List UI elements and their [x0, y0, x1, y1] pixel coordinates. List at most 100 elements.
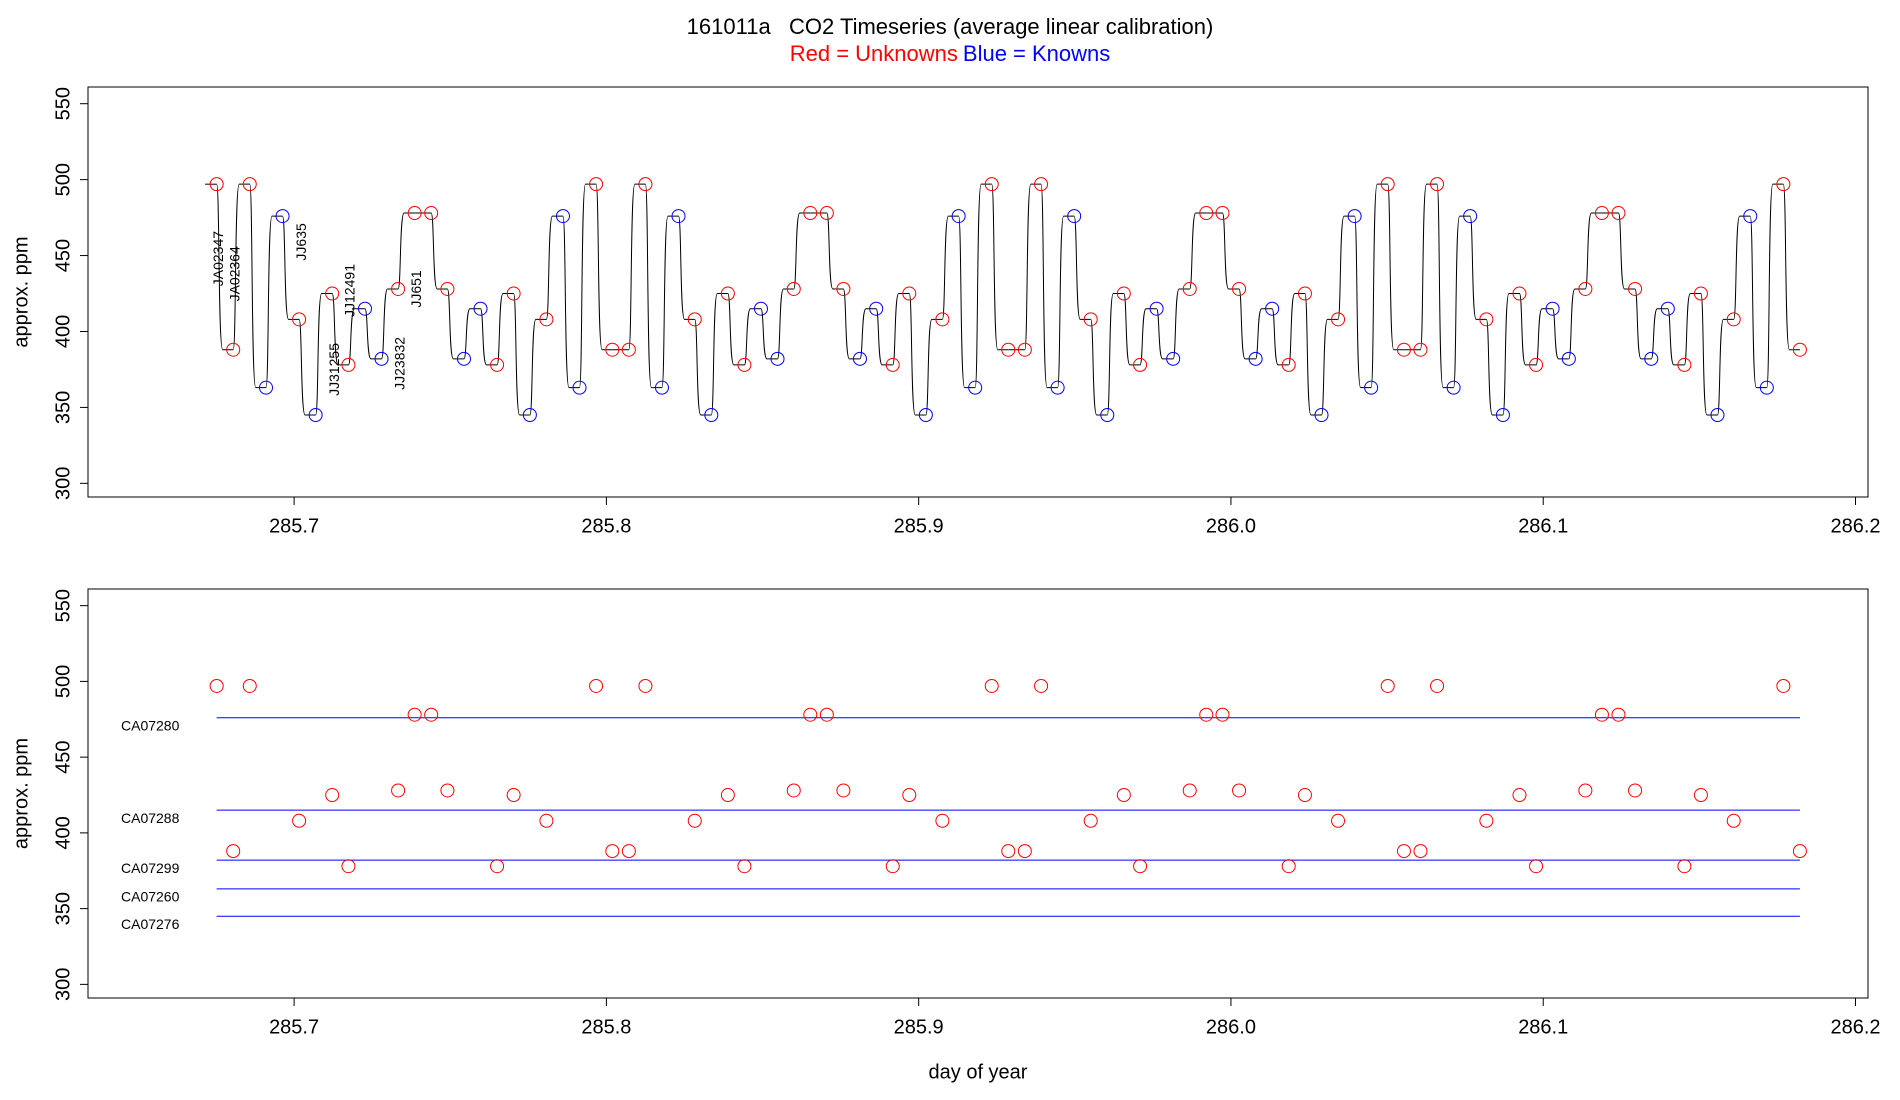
- y-tick-label: 350: [52, 391, 74, 424]
- trace-segment: [331, 293, 349, 366]
- data-point: [1083, 312, 1098, 327]
- data-point: [325, 286, 340, 301]
- x-tick-label: 286.0: [1206, 1016, 1256, 1038]
- data-point: [1182, 783, 1197, 798]
- data-point: [1297, 788, 1312, 803]
- trace-segment: [446, 288, 464, 360]
- trace-segment: [529, 318, 547, 416]
- annotation: JJ31255: [326, 343, 342, 396]
- trace-segment: [216, 183, 234, 351]
- trace-segment: [1090, 318, 1108, 416]
- data-point: [1594, 206, 1609, 221]
- data-point: [671, 209, 686, 224]
- data-point: [654, 380, 669, 395]
- x-tick-label: 285.9: [894, 515, 944, 537]
- trace-segment: [463, 308, 481, 360]
- data-point: [704, 408, 719, 422]
- plot-box: [87, 588, 1869, 999]
- reference-label: CA07276: [121, 916, 180, 932]
- data-point: [1710, 408, 1725, 422]
- trace-segment: [1073, 215, 1091, 320]
- data-point: [391, 783, 406, 798]
- y-tick-label: 450: [52, 239, 74, 272]
- x-tick-label: 285.9: [894, 1016, 944, 1038]
- data-point: [226, 844, 241, 859]
- data-point: [1331, 312, 1346, 327]
- data-point: [984, 678, 999, 693]
- x-tick-label: 285.8: [581, 515, 631, 537]
- x-tick-label: 286.2: [1830, 1016, 1880, 1038]
- data-point: [1364, 380, 1379, 395]
- data-point: [935, 312, 950, 327]
- trace-segment: [1255, 308, 1273, 360]
- trace-segment: [628, 183, 646, 351]
- y-tick-label: 400: [52, 315, 74, 348]
- trace-segment: [859, 308, 877, 360]
- x-tick-label: 286.2: [1830, 515, 1880, 537]
- chart-title: 161011a CO2 Timeseries (average linear c…: [687, 14, 1214, 39]
- data-point: [1776, 177, 1791, 192]
- data-point: [1479, 813, 1494, 828]
- trace-segment: [1749, 215, 1767, 389]
- data-point: [1743, 209, 1758, 224]
- data-point: [902, 286, 917, 301]
- trace-segment: [265, 215, 283, 389]
- data-point: [522, 408, 537, 422]
- data-point: [753, 301, 768, 316]
- data-point: [852, 351, 867, 366]
- trace-segment: [1139, 308, 1157, 366]
- data-point: [803, 707, 818, 722]
- annotation: JA02347: [210, 231, 226, 286]
- data-point: [638, 177, 653, 192]
- trace-segment: [562, 215, 580, 389]
- data-point: [1430, 678, 1445, 693]
- data-point: [1726, 312, 1741, 327]
- legend-entry: Blue = Knowns: [963, 41, 1110, 66]
- trace-segment: [875, 308, 893, 366]
- legend-entry: Red = Unknowns: [790, 41, 958, 66]
- x-tick-label: 286.1: [1518, 515, 1568, 537]
- trace-segment: [1634, 288, 1652, 360]
- data-point: [869, 301, 884, 316]
- data-point: [1083, 813, 1098, 828]
- data-point: [341, 859, 356, 874]
- data-point: [1759, 380, 1774, 395]
- trace-segment: [1057, 215, 1075, 389]
- data-point: [902, 788, 917, 803]
- data-point: [1446, 380, 1461, 395]
- data-point: [687, 312, 702, 327]
- data-point: [374, 351, 389, 366]
- data-point: [1116, 788, 1131, 803]
- data-point: [1314, 408, 1329, 422]
- data-point: [1133, 357, 1148, 372]
- trace-segment: [545, 215, 563, 320]
- data-point: [473, 301, 488, 316]
- trace-segment: [842, 288, 860, 360]
- data-point: [292, 813, 307, 828]
- trace-segment: [315, 293, 333, 416]
- data-point: [1561, 351, 1576, 366]
- data-point: [1628, 281, 1643, 296]
- data-point: [918, 408, 933, 422]
- trace-segment: [513, 293, 530, 416]
- x-tick-label: 286.0: [1206, 515, 1256, 537]
- trace-segment: [826, 212, 844, 290]
- trace-segment: [579, 183, 597, 389]
- data-point: [357, 301, 372, 316]
- trace-segment: [1222, 212, 1240, 290]
- trace-segment: [1650, 308, 1668, 360]
- data-point: [1001, 844, 1016, 859]
- trace-segment: [1106, 293, 1124, 416]
- trace-segment: [892, 293, 910, 366]
- data-point: [226, 342, 241, 357]
- data-point: [341, 357, 356, 372]
- trace-segment: [1304, 293, 1322, 416]
- trace-segment: [595, 183, 613, 351]
- trace-segment: [1453, 215, 1471, 389]
- data-point: [1693, 286, 1708, 301]
- trace-segment: [644, 183, 662, 389]
- data-point: [885, 859, 900, 874]
- data-point: [539, 312, 554, 327]
- data-point: [1512, 788, 1527, 803]
- trace-segment: [496, 293, 514, 366]
